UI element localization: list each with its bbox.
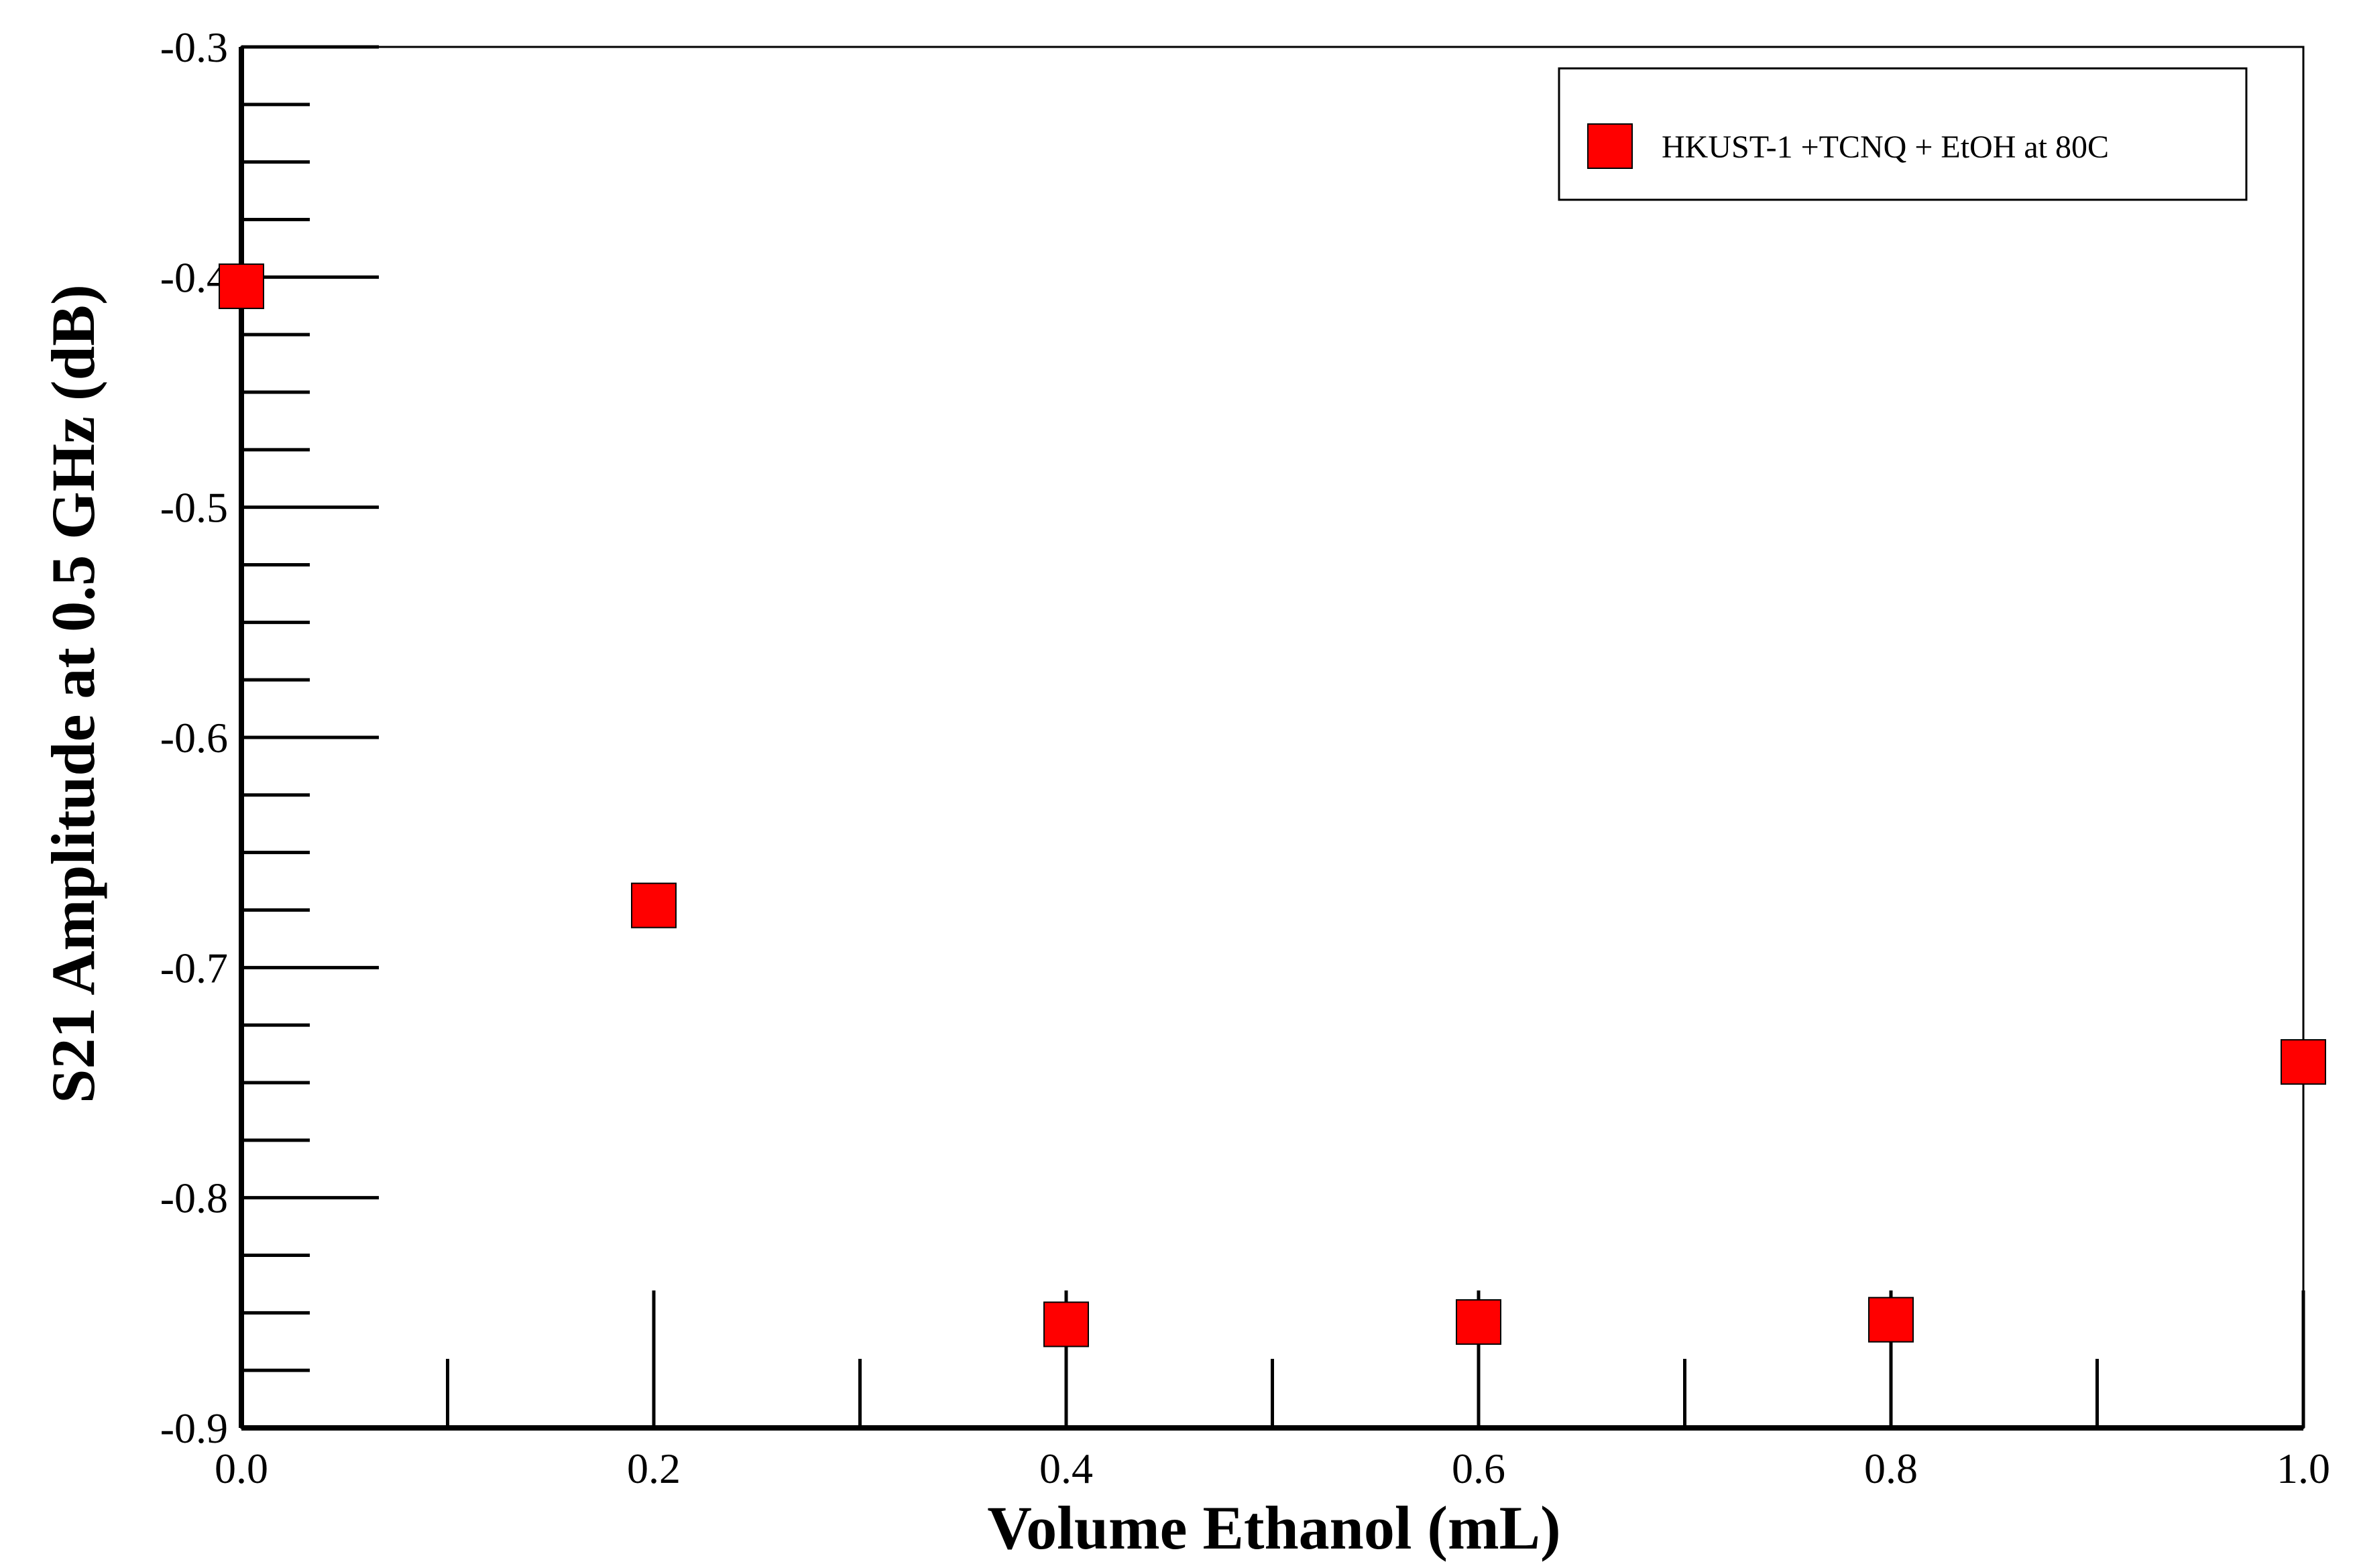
y-tick-label: -0.7 — [160, 944, 228, 991]
x-tick-label: 0.4 — [1039, 1445, 1093, 1492]
y-tick-label: -0.5 — [160, 484, 228, 532]
data-markers — [219, 263, 2326, 1347]
data-point — [1043, 1301, 1089, 1347]
y-tick-label: -0.3 — [160, 23, 228, 71]
data-point — [1456, 1299, 1501, 1345]
x-tick-label: 0.6 — [1452, 1445, 1505, 1492]
y-axis-title: S21 Amplitude at 0.5 GHz (dB) — [39, 284, 107, 1103]
x-tick-label: 0.2 — [627, 1445, 681, 1492]
y-tick-label: -0.8 — [160, 1174, 228, 1222]
major-ticks — [239, 45, 2305, 1430]
legend: HKUST-1 +TCNQ + EtOH at 80C — [1558, 67, 2248, 201]
minor-ticks — [241, 103, 2099, 1428]
legend-box — [1558, 67, 2248, 201]
y-tick-label: -0.9 — [160, 1404, 228, 1452]
x-axis-title: Volume Ethanol (mL) — [987, 1494, 1560, 1562]
data-point — [631, 882, 677, 928]
data-point — [2281, 1039, 2326, 1085]
plot-area — [240, 46, 2305, 1429]
legend-marker — [1587, 123, 1633, 169]
x-tick-label: 1.0 — [2277, 1445, 2330, 1492]
x-tick-label: 0.0 — [215, 1445, 268, 1492]
legend-label: HKUST-1 +TCNQ + EtOH at 80C — [1662, 129, 2109, 165]
x-tick-label: 0.8 — [1864, 1445, 1918, 1492]
y-tick-labels: -0.3 -0.4 -0.5 -0.6 -0.7 -0.8 -0.9 — [160, 23, 228, 1452]
y-tick-label: -0.6 — [160, 714, 228, 762]
x-tick-labels: 0.0 0.2 0.4 0.6 0.8 1.0 — [215, 1445, 2330, 1492]
data-point — [219, 263, 264, 310]
data-point — [1868, 1296, 1914, 1343]
y-tick-label: -0.4 — [160, 253, 228, 301]
